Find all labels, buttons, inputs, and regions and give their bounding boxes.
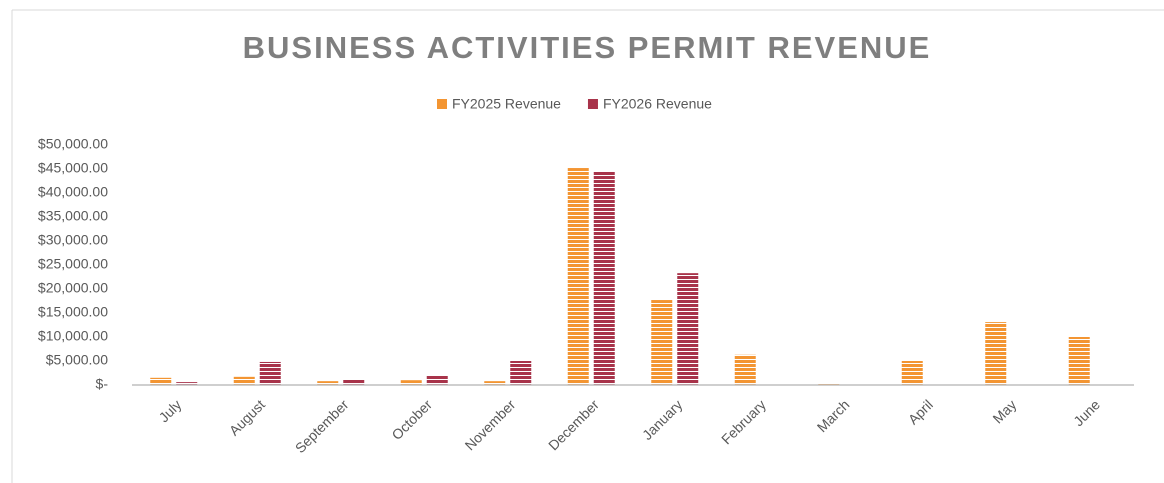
bar [818, 383, 840, 385]
bar [901, 361, 923, 385]
bar [400, 380, 422, 385]
y-tick-label: $40,000.00 [38, 184, 108, 200]
y-tick-label: $10,000.00 [38, 328, 108, 344]
chart-title: BUSINESS ACTIVITIES PERMIT REVENUE [243, 30, 932, 65]
y-tick-label: $25,000.00 [38, 256, 108, 272]
x-tick-label: September [292, 396, 352, 456]
bar [176, 382, 198, 385]
legend-label: FY2026 Revenue [603, 96, 712, 112]
y-tick-label: $- [96, 376, 109, 392]
y-tick-label: $20,000.00 [38, 280, 108, 296]
y-tick-label: $35,000.00 [38, 208, 108, 224]
x-tick-label: January [639, 396, 686, 443]
x-tick-label: December [545, 396, 602, 453]
bar [343, 379, 365, 385]
bar [510, 361, 532, 385]
bar [734, 354, 756, 385]
bar [677, 273, 699, 385]
y-tick-label: $50,000.00 [38, 136, 108, 152]
x-tick-label: April [905, 396, 936, 427]
x-tick-label: March [814, 396, 853, 435]
y-tick-label: $5,000.00 [46, 352, 108, 368]
bar [259, 361, 281, 385]
x-tick-label: August [226, 396, 268, 438]
x-tick-label: November [462, 396, 519, 453]
x-tick-label: June [1070, 396, 1103, 429]
y-tick-label: $30,000.00 [38, 232, 108, 248]
x-tick-label: May [989, 396, 1019, 426]
y-tick-label: $45,000.00 [38, 160, 108, 176]
bar [567, 168, 589, 385]
bar [1068, 337, 1090, 385]
bar [484, 381, 506, 385]
bar [233, 376, 255, 385]
bar [426, 375, 448, 385]
x-tick-label: October [388, 396, 435, 443]
bar [593, 171, 615, 385]
legend-label: FY2025 Revenue [452, 96, 561, 112]
bar [651, 300, 673, 385]
legend-swatch [437, 99, 447, 109]
x-tick-label: February [718, 396, 769, 447]
bar [985, 322, 1007, 385]
y-tick-label: $15,000.00 [38, 304, 108, 320]
x-tick-label: July [156, 396, 185, 425]
bar [150, 377, 172, 385]
bar [317, 381, 339, 385]
legend-swatch [587, 99, 598, 109]
